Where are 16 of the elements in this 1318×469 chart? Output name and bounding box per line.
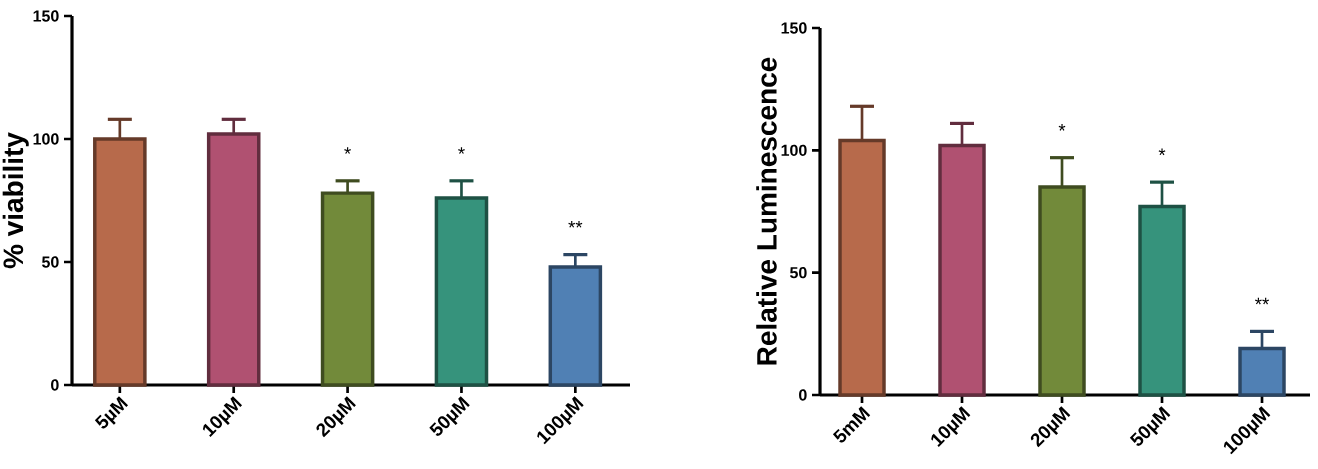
y-axis-title: Relative Luminescence <box>756 57 777 365</box>
annotation: ** <box>1255 297 1269 305</box>
y-tick-label: 150 <box>781 22 807 34</box>
annotation: * <box>458 147 465 154</box>
y-tick-label: 100 <box>33 133 59 145</box>
annotation: * <box>1058 124 1066 131</box>
annotation: * <box>1158 148 1166 156</box>
y-tick-label: 50 <box>42 256 59 268</box>
annotation: ** <box>568 221 583 228</box>
y-tick-label: 0 <box>799 389 807 401</box>
y-tick-label: 50 <box>790 267 807 279</box>
y-tick-label: 150 <box>33 10 59 22</box>
y-tick-label: 0 <box>51 379 59 391</box>
annotation: * <box>344 147 351 154</box>
y-axis-title: % viability <box>2 132 29 269</box>
y-tick-label: 100 <box>781 144 807 156</box>
